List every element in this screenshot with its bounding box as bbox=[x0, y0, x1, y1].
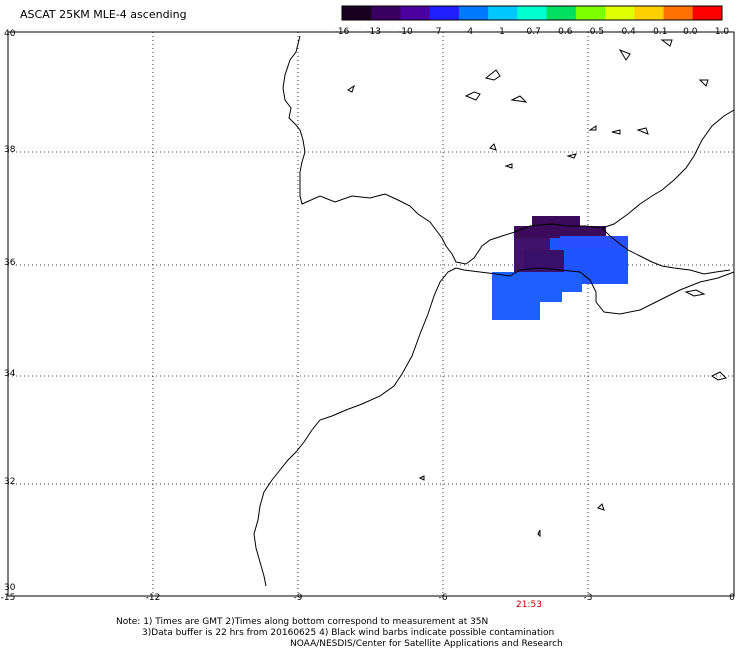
data-block-mid bbox=[492, 300, 540, 320]
latitude-labels: 40 38 36 34 32 30 bbox=[4, 29, 16, 593]
colorbar-swatch bbox=[634, 6, 665, 20]
data-block-mid bbox=[492, 272, 582, 292]
latitude-tick-label: 32 bbox=[4, 477, 15, 487]
wind-data-swath bbox=[492, 216, 628, 320]
data-block-mid bbox=[492, 290, 562, 302]
colorbar-swatch bbox=[342, 6, 372, 20]
longitude-tick-label: -15 bbox=[1, 593, 16, 603]
data-block-high bbox=[514, 226, 606, 238]
colorbar-swatch bbox=[663, 6, 694, 20]
data-block-mid bbox=[560, 236, 628, 248]
latitude-tick-label: 30 bbox=[4, 583, 16, 593]
data-block-high bbox=[532, 216, 580, 226]
longitude-tick-label: -6 bbox=[439, 593, 448, 603]
plot-frame bbox=[7, 31, 735, 597]
colorbar-outline bbox=[341, 5, 723, 21]
colorbar-swatch bbox=[605, 6, 635, 20]
note-line-1: Note: 1) Times are GMT 2)Times along bot… bbox=[116, 617, 489, 627]
colorbar-swatch bbox=[429, 6, 460, 20]
map-title: ASCAT 25KM MLE-4 ascending bbox=[20, 8, 187, 21]
latitude-tick-label: 36 bbox=[4, 258, 16, 268]
longitude-tick-label: 0 bbox=[729, 593, 735, 603]
colorbar bbox=[341, 5, 723, 21]
note-line-2: 3)Data buffer is 22 hrs from 20160625 4)… bbox=[142, 628, 555, 638]
longitude-labels: -15 -12 -9 -6 -3 0 bbox=[1, 593, 735, 603]
colorbar-swatch bbox=[458, 6, 489, 20]
colorbar-swatch bbox=[488, 6, 518, 20]
colorbar-swatch bbox=[546, 6, 577, 20]
latitude-tick-label: 38 bbox=[4, 145, 16, 155]
data-block-mid bbox=[560, 272, 582, 290]
data-block-dark bbox=[524, 250, 564, 272]
longitude-tick-label: -9 bbox=[294, 593, 303, 603]
graticule bbox=[8, 32, 734, 596]
longitude-tick-label: -12 bbox=[146, 593, 161, 603]
note-line-3: NOAA/NESDIS/Center for Satellite Applica… bbox=[290, 639, 563, 649]
colorbar-swatch bbox=[400, 6, 431, 20]
colorbar-swatch bbox=[692, 6, 723, 20]
latitude-tick-label: 34 bbox=[4, 369, 16, 379]
colorbar-swatch bbox=[517, 6, 548, 20]
longitude-tick-label: -3 bbox=[584, 593, 593, 603]
coastline bbox=[253, 35, 735, 587]
latitude-tick-label: 40 bbox=[4, 29, 16, 39]
colorbar-swatch bbox=[575, 6, 606, 20]
time-label: 21:53 bbox=[516, 600, 542, 610]
colorbar-swatch bbox=[371, 6, 401, 20]
